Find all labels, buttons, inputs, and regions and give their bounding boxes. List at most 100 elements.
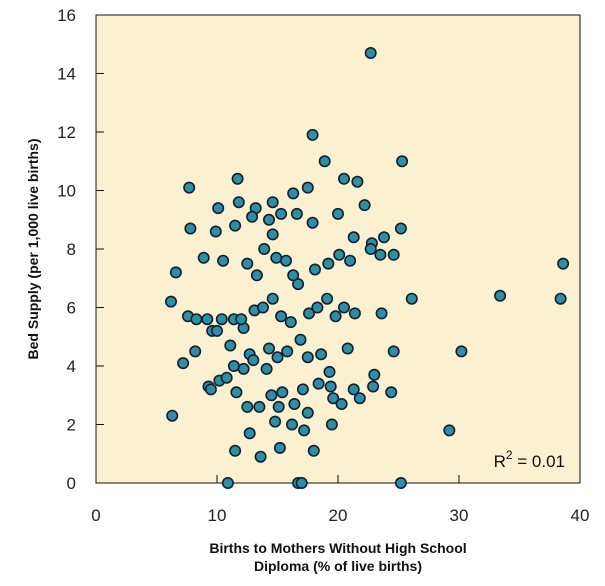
data-point bbox=[258, 243, 271, 256]
data-point bbox=[250, 269, 263, 282]
x-tick-label: 10 bbox=[208, 506, 227, 525]
data-point bbox=[394, 222, 407, 235]
data-point bbox=[443, 424, 456, 437]
data-point bbox=[301, 351, 314, 364]
data-point bbox=[220, 371, 233, 384]
data-point bbox=[177, 357, 190, 370]
data-point bbox=[394, 476, 407, 489]
data-point bbox=[284, 316, 297, 329]
x-axis-title-line-2: Diploma (% of live births) bbox=[254, 558, 422, 574]
data-point bbox=[324, 380, 337, 393]
data-point bbox=[377, 231, 390, 244]
data-point bbox=[169, 266, 182, 279]
r-squared-prefix: R bbox=[494, 452, 506, 471]
data-point bbox=[368, 368, 381, 381]
y-tick-label: 4 bbox=[67, 357, 76, 376]
y-tick-label: 8 bbox=[67, 240, 76, 259]
data-point bbox=[333, 248, 346, 261]
data-point bbox=[256, 301, 269, 314]
data-point bbox=[301, 406, 314, 419]
data-point bbox=[271, 351, 284, 364]
data-point bbox=[217, 254, 230, 267]
data-point bbox=[270, 251, 283, 264]
data-point bbox=[385, 386, 398, 399]
data-point bbox=[322, 257, 335, 270]
data-point bbox=[231, 172, 244, 185]
data-point bbox=[318, 155, 331, 168]
data-point bbox=[353, 392, 366, 405]
data-point bbox=[211, 324, 224, 337]
data-point bbox=[183, 181, 196, 194]
data-point bbox=[237, 362, 250, 375]
data-point bbox=[337, 172, 350, 185]
data-point bbox=[266, 292, 279, 305]
data-point bbox=[166, 409, 179, 422]
data-point bbox=[290, 207, 303, 220]
data-point bbox=[387, 345, 400, 358]
data-point bbox=[229, 444, 242, 457]
data-point bbox=[189, 345, 202, 358]
data-point bbox=[358, 199, 371, 212]
y-tick-label: 12 bbox=[57, 123, 76, 142]
data-point bbox=[315, 348, 328, 361]
data-point bbox=[209, 225, 222, 238]
data-point bbox=[241, 257, 254, 270]
x-tick-label: 20 bbox=[329, 506, 348, 525]
data-point bbox=[266, 228, 279, 241]
x-tick-label: 40 bbox=[571, 506, 590, 525]
data-point bbox=[212, 202, 225, 215]
data-point bbox=[455, 345, 468, 358]
x-axis-title-line-1: Births to Mothers Without High School bbox=[209, 540, 466, 556]
data-point bbox=[301, 181, 314, 194]
data-point bbox=[253, 400, 266, 413]
data-point bbox=[165, 295, 178, 308]
data-point bbox=[307, 444, 320, 457]
data-point bbox=[230, 386, 243, 399]
data-point bbox=[279, 254, 292, 267]
data-point bbox=[557, 257, 570, 270]
data-point bbox=[344, 254, 357, 267]
data-point bbox=[494, 289, 507, 302]
r-squared-superscript: 2 bbox=[506, 448, 513, 462]
data-point bbox=[265, 389, 278, 402]
data-point bbox=[364, 243, 377, 256]
data-point bbox=[351, 175, 364, 188]
data-point bbox=[262, 213, 275, 226]
data-point bbox=[273, 441, 286, 454]
y-tick-label: 6 bbox=[67, 299, 76, 318]
data-point bbox=[190, 313, 203, 326]
data-point bbox=[302, 307, 315, 320]
data-point bbox=[405, 292, 418, 305]
data-point bbox=[287, 269, 300, 282]
data-point bbox=[321, 292, 334, 305]
data-point bbox=[235, 313, 248, 326]
data-point bbox=[229, 219, 242, 232]
data-point bbox=[348, 307, 361, 320]
data-point bbox=[262, 342, 275, 355]
data-point bbox=[308, 263, 321, 276]
data-point bbox=[327, 392, 340, 405]
data-point bbox=[204, 383, 217, 396]
data-point bbox=[260, 362, 273, 375]
y-tick-label: 10 bbox=[57, 182, 76, 201]
y-axis-title: Bed Supply (per 1,000 live births) bbox=[25, 139, 41, 360]
data-point bbox=[329, 310, 342, 323]
data-point bbox=[276, 386, 289, 399]
data-point bbox=[246, 210, 259, 223]
data-point bbox=[288, 397, 301, 410]
data-point bbox=[312, 377, 325, 390]
data-point bbox=[374, 248, 387, 261]
data-point bbox=[347, 231, 360, 244]
data-point bbox=[331, 207, 344, 220]
data-point bbox=[254, 450, 267, 463]
y-tick-label: 0 bbox=[67, 474, 76, 493]
data-point bbox=[287, 187, 300, 200]
data-points bbox=[165, 46, 570, 489]
data-point bbox=[554, 292, 567, 305]
data-point bbox=[197, 251, 210, 264]
data-point bbox=[224, 339, 237, 352]
data-point bbox=[266, 196, 279, 209]
data-point bbox=[269, 415, 282, 428]
data-point bbox=[227, 359, 240, 372]
